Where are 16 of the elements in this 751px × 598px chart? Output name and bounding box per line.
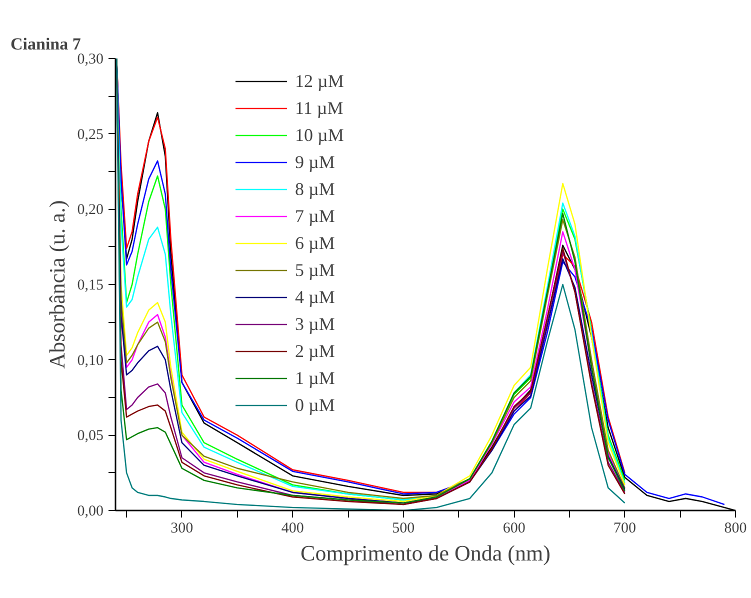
y-tick-label: 0,30 [77,52,104,68]
x-tick-label: 700 [614,520,636,536]
y-tick-label: 0,15 [77,278,104,294]
y-tick-label: 0,05 [77,428,104,444]
x-tick-label: 600 [502,520,526,536]
y-tick-label: 0,10 [77,352,104,369]
x-tick-label: 800 [724,520,747,536]
x-tick-label: 500 [392,520,415,536]
y-tick-label: 0,00 [77,504,104,520]
y-tick-label: 0,25 [77,126,104,143]
x-tick-label: 400 [281,520,304,536]
x-tick-label: 300 [170,520,194,536]
chart-title: Cianina 7 [10,34,82,54]
y-tick-label: 0,20 [77,202,104,218]
x-axis-title: Comprimento de Onda (nm) [300,540,550,566]
y-axis-title: Absorbância (u. a.) [44,200,70,369]
